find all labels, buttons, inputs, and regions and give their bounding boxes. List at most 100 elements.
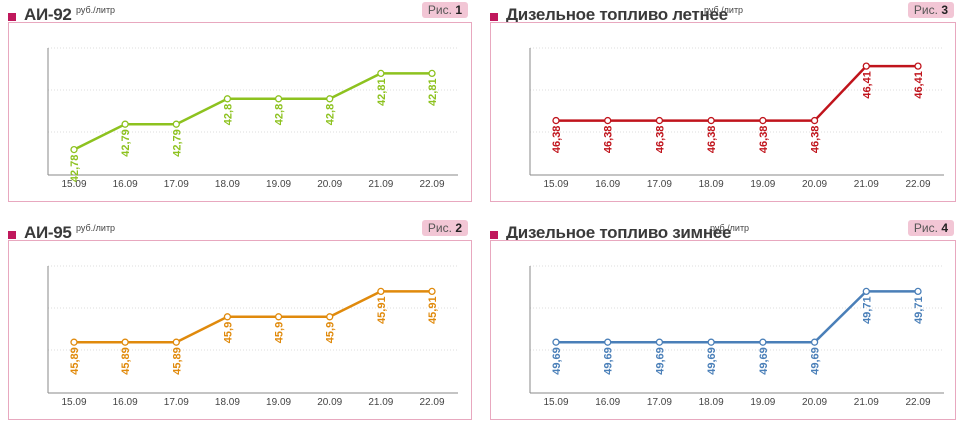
x-tick-label: 16.09 bbox=[113, 397, 138, 408]
data-point bbox=[552, 338, 560, 346]
unit-label: руб./литр bbox=[704, 5, 744, 15]
data-point bbox=[223, 313, 232, 321]
line-chart: 15.09 46,38 16.09 46,38 17.09 46,38 18.09 46,38… bbox=[529, 47, 944, 190]
x-tick-label: 18.09 bbox=[699, 179, 724, 190]
panel-header: АИ-95 руб./литр Рис. 2 bbox=[0, 218, 472, 242]
x-tick-label: 22.09 bbox=[419, 397, 444, 408]
x-tick-label: 22.09 bbox=[419, 179, 444, 190]
x-tick-label: 20.09 bbox=[317, 397, 342, 408]
line-chart: 15.0945,8916.0945,8917.0945,8918.0945,91… bbox=[47, 265, 458, 408]
x-tick-label: 21.09 bbox=[368, 397, 393, 408]
panel-title: Дизельное топливо летнее bbox=[506, 5, 728, 24]
data-point bbox=[70, 145, 78, 154]
data-label: 45,89 bbox=[171, 347, 183, 375]
data-point bbox=[707, 338, 715, 346]
data-label: 46,38 bbox=[758, 126, 770, 154]
data-point bbox=[655, 116, 664, 125]
data-label: 45,89 bbox=[120, 347, 132, 375]
chart-frame bbox=[8, 240, 472, 420]
panel-header: Дизельное топливо зимнее руб./литр Рис. … bbox=[482, 218, 958, 242]
x-tick-label: 18.09 bbox=[215, 397, 240, 408]
x-tick-label: 22.09 bbox=[905, 397, 930, 408]
data-label: 49,69 bbox=[603, 347, 615, 375]
panel-header: АИ-92 руб./литр Рис. 1 bbox=[0, 0, 472, 24]
x-tick-label: 22.09 bbox=[905, 179, 930, 190]
x-tick-label: 17.09 bbox=[647, 179, 672, 190]
x-tick-label: 19.09 bbox=[750, 397, 775, 408]
data-point bbox=[914, 287, 922, 296]
figure-badge: Рис. 4 bbox=[907, 220, 954, 236]
data-label: 45,9 bbox=[325, 322, 337, 343]
data-point bbox=[428, 287, 436, 296]
data-point bbox=[707, 116, 715, 125]
data-label: 49,69 bbox=[706, 347, 718, 375]
panel-title: АИ-95 bbox=[24, 223, 72, 242]
data-label: 42,8 bbox=[274, 104, 286, 125]
data-label: 49,69 bbox=[810, 347, 822, 375]
data-label: 42,78 bbox=[69, 155, 81, 183]
x-tick-label: 20.09 bbox=[317, 179, 342, 190]
data-label: 42,8 bbox=[222, 104, 234, 125]
data-label: 46,38 bbox=[551, 126, 563, 154]
data-point bbox=[223, 95, 232, 103]
data-label: 45,89 bbox=[69, 347, 81, 375]
x-tick-label: 21.09 bbox=[854, 179, 879, 190]
unit-label: руб./литр bbox=[710, 223, 750, 233]
unit-label: руб./литр bbox=[76, 223, 116, 233]
data-label: 45,91 bbox=[427, 296, 439, 324]
x-tick-label: 15.09 bbox=[61, 397, 86, 408]
series-line bbox=[556, 64, 918, 122]
panel-ai92: АИ-92 руб./литр Рис. 1 15.09 42,78 16.09 42… bbox=[0, 0, 472, 208]
x-tick-label: 19.09 bbox=[750, 179, 775, 190]
data-label: 46,41 bbox=[861, 71, 873, 99]
data-label: 49,69 bbox=[654, 347, 666, 375]
data-label: 45,9 bbox=[222, 322, 234, 343]
figure-badge: Рис. 3 bbox=[907, 2, 954, 18]
series-line bbox=[73, 72, 432, 151]
x-tick-label: 17.09 bbox=[164, 397, 189, 408]
x-tick-label: 16.09 bbox=[595, 179, 620, 190]
x-tick-label: 18.09 bbox=[699, 397, 724, 408]
bullet-icon bbox=[490, 231, 498, 239]
unit-label: руб./литр bbox=[76, 5, 116, 15]
data-label: 42,8 bbox=[325, 104, 337, 125]
data-label: 49,69 bbox=[551, 347, 563, 375]
x-tick-label: 17.09 bbox=[164, 179, 189, 190]
x-tick-label: 16.09 bbox=[595, 397, 620, 408]
chart-frame bbox=[490, 240, 956, 420]
data-label: 42,81 bbox=[427, 78, 439, 106]
series-line bbox=[74, 290, 432, 344]
bullet-icon bbox=[8, 13, 16, 21]
data-label: 49,71 bbox=[913, 296, 925, 324]
figure-badge: Рис. 2 bbox=[421, 220, 468, 236]
chart-frame bbox=[490, 22, 956, 202]
data-label: 45,9 bbox=[274, 322, 286, 343]
data-point bbox=[121, 120, 129, 128]
panel-header: Дизельное топливо летнее руб./литр Рис. … bbox=[482, 0, 958, 24]
data-point bbox=[172, 338, 180, 346]
data-label: 49,69 bbox=[758, 347, 770, 375]
x-tick-label: 15.09 bbox=[543, 179, 568, 190]
data-point bbox=[604, 116, 612, 125]
data-point bbox=[552, 116, 560, 125]
data-point bbox=[70, 338, 78, 346]
x-tick-label: 19.09 bbox=[266, 397, 291, 408]
x-tick-label: 16.09 bbox=[113, 179, 138, 190]
data-point bbox=[326, 313, 334, 321]
x-tick-label: 15.09 bbox=[61, 179, 86, 190]
x-tick-label: 20.09 bbox=[802, 179, 827, 190]
panel-title: АИ-92 bbox=[24, 5, 72, 24]
line-chart: 15.09 49,69 16.09 49,69 17.09 49,69 18.09 49,69… bbox=[529, 265, 944, 408]
x-tick-label: 21.09 bbox=[854, 397, 879, 408]
series-line bbox=[556, 290, 918, 344]
x-tick-label: 21.09 bbox=[368, 179, 393, 190]
data-label: 46,38 bbox=[603, 126, 615, 154]
data-point bbox=[428, 69, 436, 78]
bullet-icon bbox=[490, 13, 498, 21]
x-tick-label: 19.09 bbox=[266, 179, 291, 190]
data-point bbox=[121, 338, 129, 346]
data-label: 46,41 bbox=[913, 71, 925, 99]
figure-badge: Рис. 1 bbox=[421, 2, 468, 18]
x-tick-label: 15.09 bbox=[543, 397, 568, 408]
x-tick-label: 17.09 bbox=[647, 397, 672, 408]
